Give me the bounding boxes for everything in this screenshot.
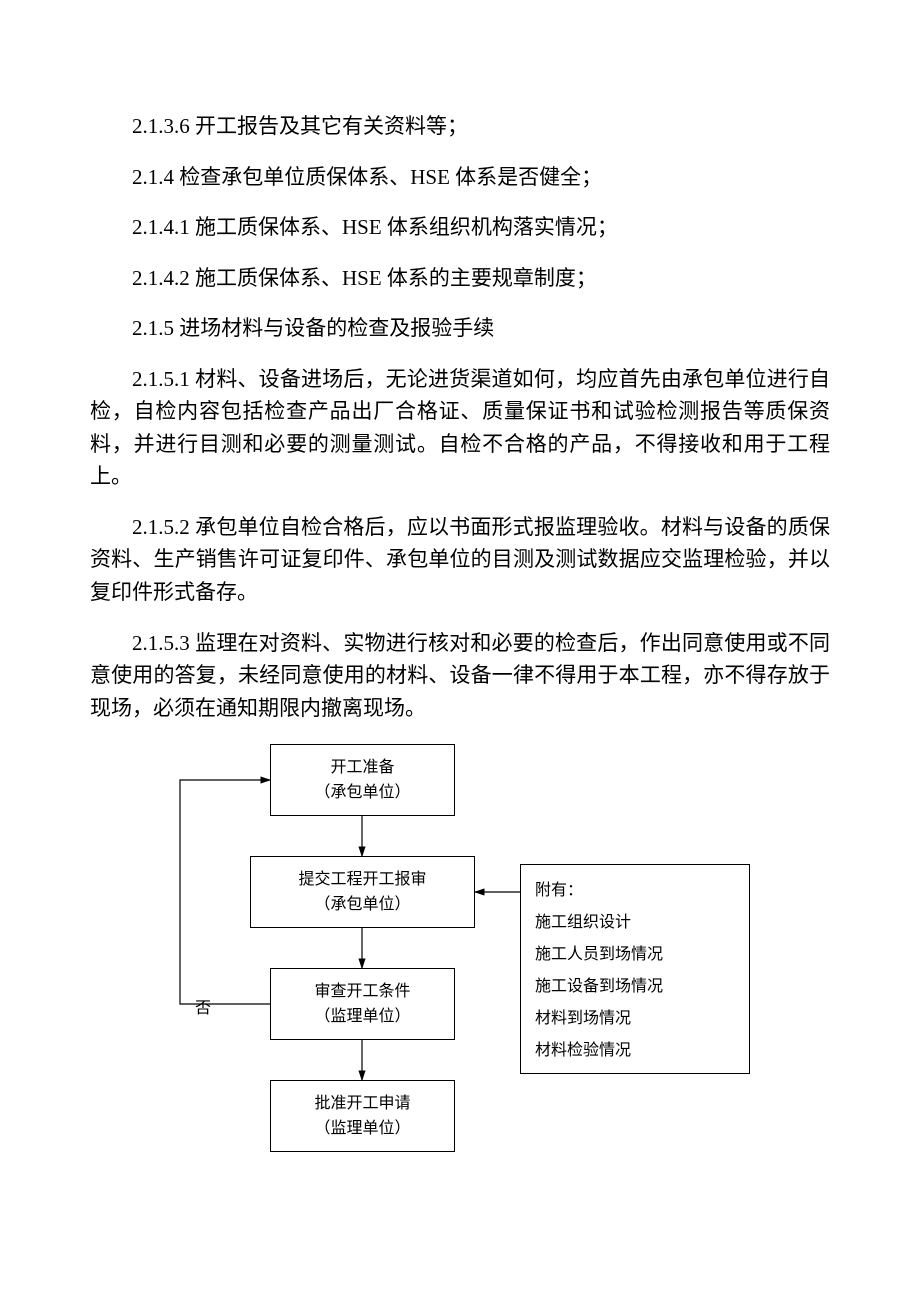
- side-line: 施工设备到场情况: [535, 971, 735, 1003]
- flow-side-attachments: 附有： 施工组织设计 施工人员到场情况 施工设备到场情况 材料到场情况 材料检验…: [520, 864, 750, 1074]
- flow-node-title: 开工准备: [330, 755, 394, 781]
- flow-node-title: 批准开工申请: [314, 1091, 410, 1117]
- flow-node-title: 提交工程开工报审: [298, 867, 426, 893]
- side-line: 施工组织设计: [535, 907, 735, 939]
- paragraph: 2.1.4.2 施工质保体系、HSE 体系的主要规章制度；: [90, 262, 830, 295]
- side-line: 施工人员到场情况: [535, 939, 735, 971]
- flow-node-sub: （监理单位）: [314, 1116, 410, 1142]
- paragraph: 2.1.4.1 施工质保体系、HSE 体系组织机构落实情况；: [90, 211, 830, 244]
- paragraph: 2.1.3.6 开工报告及其它有关资料等；: [90, 110, 830, 143]
- paragraph: 2.1.5.3 监理在对资料、实物进行核对和必要的检查后，作出同意使用或不同意使…: [90, 627, 830, 725]
- flow-node-sub: （承包单位）: [314, 892, 410, 918]
- flow-node-submit: 提交工程开工报审 （承包单位）: [250, 856, 475, 928]
- flow-label-no: 否: [195, 994, 211, 1018]
- side-line: 附有：: [535, 875, 735, 907]
- flow-node-title: 审查开工条件: [314, 979, 410, 1005]
- flow-node-sub: （监理单位）: [314, 1004, 410, 1030]
- paragraph: 2.1.5.1 材料、设备进场后，无论进货渠道如何，均应首先由承包单位进行自检，…: [90, 363, 830, 493]
- paragraph: 2.1.5.2 承包单位自检合格后，应以书面形式报监理验收。材料与设备的质保资料…: [90, 511, 830, 609]
- side-line: 材料检验情况: [535, 1035, 735, 1067]
- flow-node-sub: （承包单位）: [314, 780, 410, 806]
- paragraph: 2.1.4 检查承包单位质保体系、HSE 体系是否健全；: [90, 161, 830, 194]
- flow-node-review: 审查开工条件 （监理单位）: [270, 968, 455, 1040]
- document-page: 2.1.3.6 开工报告及其它有关资料等； 2.1.4 检查承包单位质保体系、H…: [0, 0, 920, 1302]
- flow-node-approve: 批准开工申请 （监理单位）: [270, 1080, 455, 1152]
- flow-node-prepare: 开工准备 （承包单位）: [270, 744, 455, 816]
- side-line: 材料到场情况: [535, 1003, 735, 1035]
- flowchart: 开工准备 （承包单位） 提交工程开工报审 （承包单位） 审查开工条件 （监理单位…: [140, 744, 780, 1214]
- paragraph: 2.1.5 进场材料与设备的检查及报验手续: [90, 312, 830, 345]
